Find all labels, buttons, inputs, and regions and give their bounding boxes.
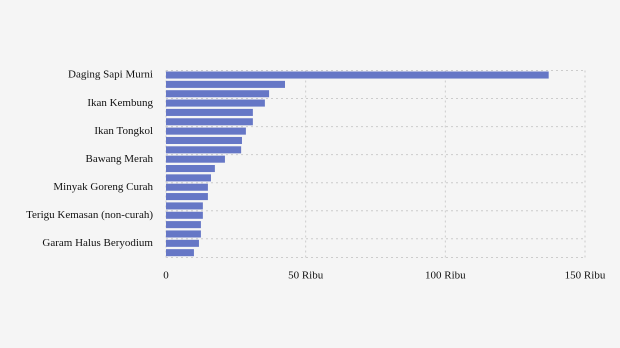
bar — [166, 183, 208, 191]
y-tick-label: Daging Sapi Murni — [68, 69, 153, 81]
bar — [166, 202, 203, 210]
bar — [166, 249, 194, 257]
bar — [166, 99, 265, 107]
bar — [166, 155, 225, 163]
x-tick-label: 100 Ribu — [425, 270, 466, 282]
bar — [166, 90, 270, 98]
bar — [166, 239, 199, 247]
y-tick-label: Garam Halus Beryodium — [42, 237, 153, 249]
bar — [166, 136, 242, 144]
bar — [166, 108, 253, 116]
bar — [166, 211, 203, 219]
y-tick-label: Bawang Merah — [85, 153, 153, 165]
bar — [166, 193, 208, 201]
bar — [166, 146, 242, 154]
bar — [166, 118, 253, 126]
bar — [166, 221, 201, 229]
bar — [166, 71, 549, 79]
x-tick-label: 0 — [163, 270, 169, 282]
bar — [166, 165, 215, 173]
bar — [166, 80, 285, 88]
y-tick-label: Terigu Kemasan (non-curah) — [26, 209, 153, 221]
y-tick-label: Ikan Tongkol — [94, 125, 153, 137]
bar — [166, 174, 211, 182]
bar — [166, 127, 246, 135]
bar — [166, 230, 201, 238]
x-tick-label: 150 Ribu — [565, 270, 606, 282]
y-tick-label: Ikan Kembung — [87, 97, 153, 109]
y-tick-label: Minyak Goreng Curah — [53, 181, 153, 193]
x-tick-label: 50 Ribu — [288, 270, 324, 282]
